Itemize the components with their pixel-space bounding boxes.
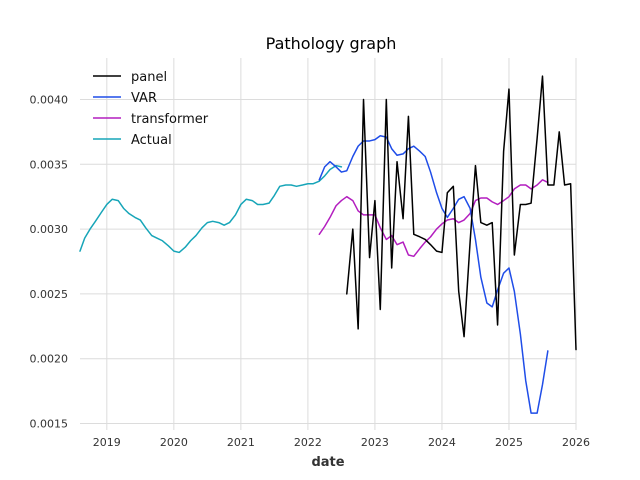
series-line-transformer — [318, 179, 549, 258]
x-tick-label: 2022 — [294, 436, 322, 449]
legend-label: Actual — [131, 133, 172, 148]
x-tick-label: 2019 — [93, 436, 121, 449]
x-tick-label: 2025 — [495, 436, 523, 449]
x-tick-label: 2021 — [227, 436, 255, 449]
legend-label: VAR — [131, 91, 157, 106]
y-axis-ticks: 0.0015 0.0020 0.0025 0.0030 0.0035 0.0040 — [30, 93, 69, 430]
y-tick-label: 0.0040 — [30, 93, 69, 106]
series-line-actual — [79, 164, 343, 254]
legend: panel VAR transformer Actual — [93, 70, 209, 148]
y-tick-label: 0.0020 — [30, 353, 69, 366]
chart-title: Pathology graph — [266, 34, 397, 53]
series-line-panel — [346, 75, 577, 351]
y-tick-label: 0.0035 — [30, 158, 69, 171]
x-tick-label: 2020 — [160, 436, 188, 449]
y-tick-label: 0.0025 — [30, 288, 69, 301]
x-tick-label: 2023 — [361, 436, 389, 449]
series-lines — [79, 75, 577, 414]
x-axis-label: date — [311, 455, 344, 470]
y-tick-label: 0.0015 — [30, 418, 69, 431]
series-line-var — [318, 135, 549, 414]
legend-label: panel — [131, 70, 167, 85]
x-tick-label: 2026 — [562, 436, 590, 449]
x-axis-ticks: 2019 2020 2021 2022 2023 2024 2025 2026 — [93, 436, 590, 449]
x-tick-label: 2024 — [428, 436, 456, 449]
y-tick-label: 0.0030 — [30, 223, 69, 236]
legend-label: transformer — [131, 112, 209, 127]
